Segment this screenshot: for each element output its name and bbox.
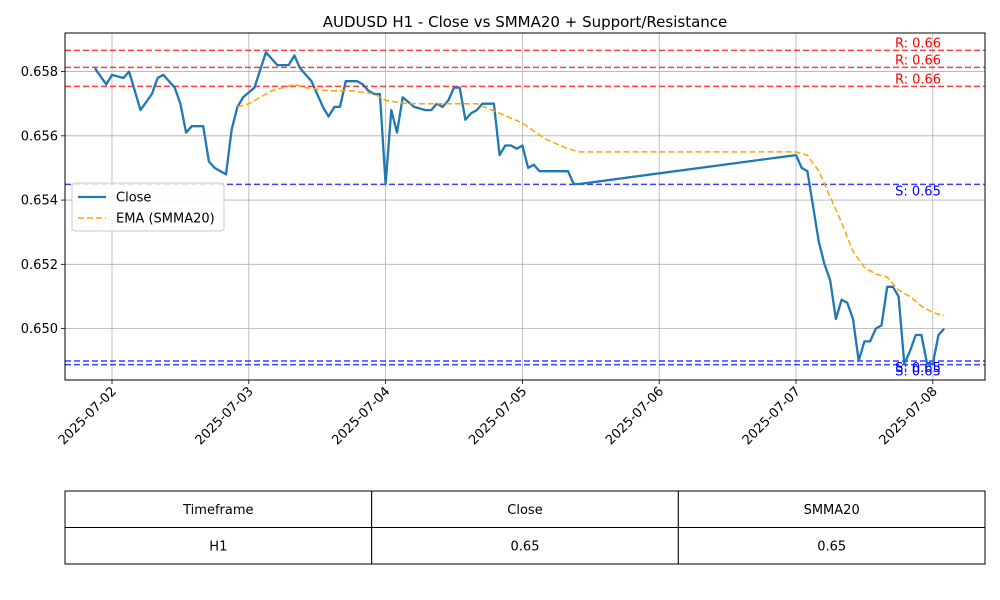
smma-series-line: [237, 83, 945, 317]
legend: Close EMA (SMMA20): [71, 182, 225, 232]
table-cell: [64, 490, 373, 528]
legend-label: Close: [116, 191, 151, 206]
x-tick-label: 2025-07-06: [603, 384, 667, 448]
close-series-line: [93, 51, 946, 366]
support-level-label: S: 0.65: [895, 365, 941, 380]
y-tick-label: 0.652: [21, 258, 58, 273]
x-tick-label: 2025-07-03: [193, 384, 257, 448]
y-tick-label: 0.656: [21, 129, 58, 144]
legend-label: EMA (SMMA20): [116, 212, 215, 227]
x-tick-label: 2025-07-07: [740, 384, 804, 448]
table-header: Timeframe: [182, 503, 253, 518]
plot-frame: [64, 32, 986, 381]
y-tick-label: 0.654: [21, 194, 58, 209]
table-cell: [677, 490, 986, 528]
chart-title: AUDUSD H1 - Close vs SMMA20 + Support/Re…: [323, 13, 728, 31]
table-cell: [64, 527, 373, 565]
table-header: SMMA20: [804, 503, 860, 518]
support-level-label: S: 0.65: [895, 184, 941, 199]
table-cell: [371, 490, 679, 528]
resistance-level-label: R: 0.66: [895, 53, 941, 68]
table-header: Close: [507, 503, 542, 518]
y-axis-ticks: 0.650 0.652 0.654 0.656 0.658: [21, 65, 65, 337]
resistance-level-label: R: 0.66: [895, 36, 941, 51]
table-value: H1: [209, 539, 227, 554]
legend-box: [71, 182, 225, 232]
x-tick-label: 2025-07-05: [466, 384, 530, 448]
summary-table: Timeframe Close SMMA20 H1 0.65 0.65: [64, 490, 986, 565]
x-tick-label: 2025-07-04: [329, 384, 393, 448]
table-value: 0.65: [511, 539, 540, 554]
x-axis-ticks: 2025-07-02 2025-07-03 2025-07-04 2025-07-05…: [56, 380, 941, 448]
x-tick-label: 2025-07-02: [56, 384, 120, 448]
table-value: 0.65: [817, 539, 846, 554]
table-cell: [677, 527, 986, 565]
y-tick-label: 0.658: [21, 65, 58, 80]
x-tick-label: 2025-07-08: [877, 384, 941, 448]
resistance-level-label: R: 0.66: [895, 72, 941, 87]
table-cell: [371, 527, 679, 565]
series-lines: [93, 51, 946, 366]
y-tick-label: 0.650: [21, 322, 58, 337]
